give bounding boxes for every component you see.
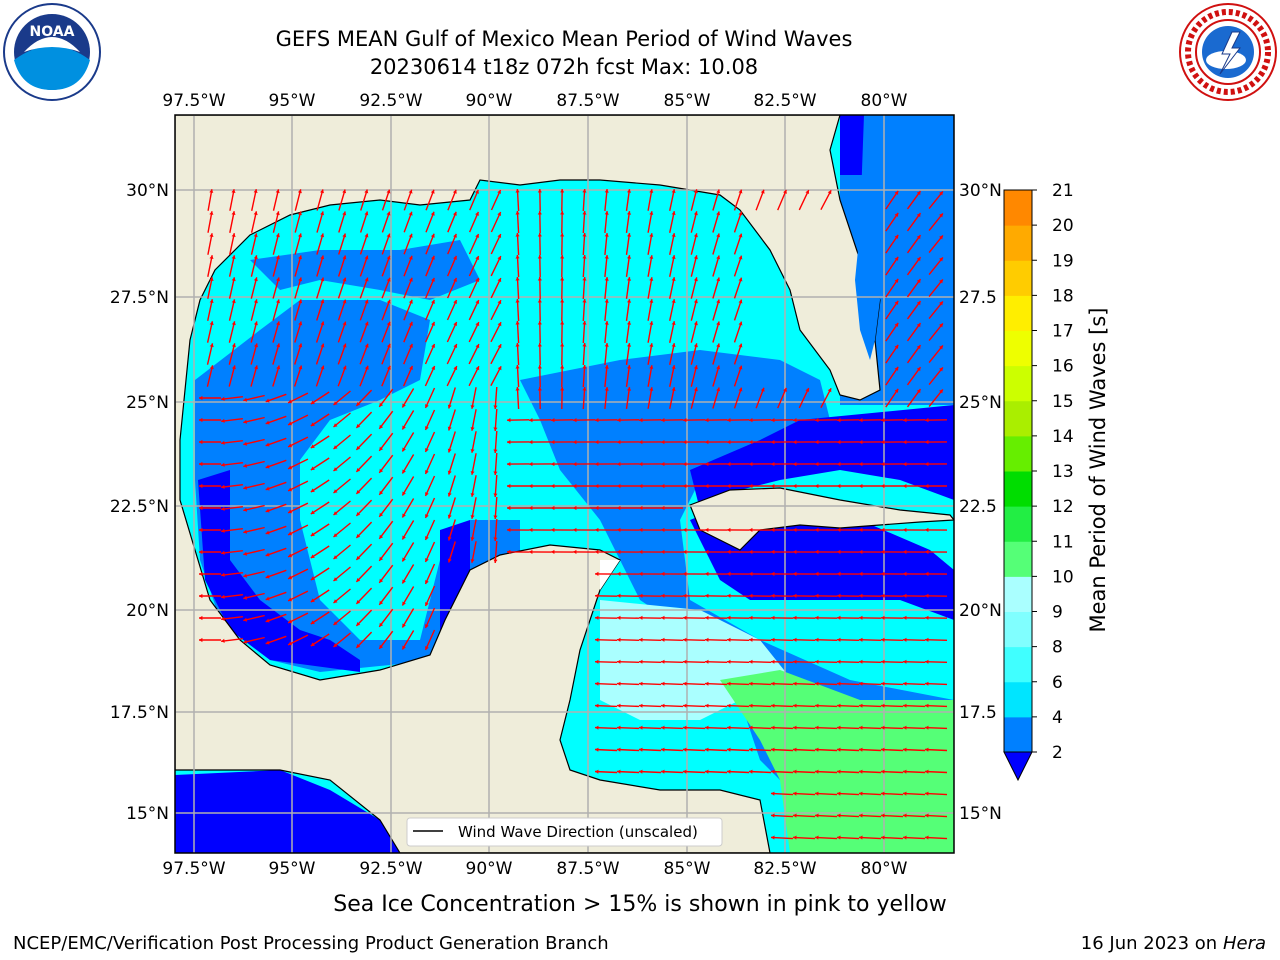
lon-label-bottom: 85°W xyxy=(664,859,711,879)
lon-label-top: 82.5°W xyxy=(753,91,816,111)
lat-label-right: 15°N xyxy=(959,804,1002,824)
colorbar-segment xyxy=(1004,295,1032,331)
lon-label-bottom: 87.5°W xyxy=(556,859,619,879)
colorbar-tick-label: 21 xyxy=(1052,181,1074,201)
lat-label-right: 25°N xyxy=(959,393,1002,413)
colorbar-tick-label: 6 xyxy=(1052,673,1063,693)
colorbar-tick-label: 4 xyxy=(1052,708,1063,728)
colorbar-tick-label: 18 xyxy=(1052,286,1074,306)
colorbar-tick-label: 10 xyxy=(1052,567,1074,587)
colorbar-segment xyxy=(1004,400,1032,437)
colorbar-segment xyxy=(1004,225,1032,261)
lon-label-top: 95°W xyxy=(269,91,316,111)
colorbar-tick-label: 20 xyxy=(1052,216,1074,236)
colorbar-segment xyxy=(1004,330,1032,367)
lon-label-top: 87.5°W xyxy=(556,91,619,111)
lon-label-top: 85°W xyxy=(664,91,711,111)
colorbar-tick-label: 8 xyxy=(1052,638,1063,658)
svg-text:NOAA: NOAA xyxy=(30,24,75,40)
lon-label-bottom: 97.5°W xyxy=(162,859,225,879)
footer-host: Hera xyxy=(1222,933,1266,954)
lon-label-top: 90°W xyxy=(466,91,513,111)
colorbar-segment xyxy=(1004,576,1032,612)
footer-org: NCEP/EMC/Verification Post Processing Pr… xyxy=(13,933,609,954)
colorbar-segment xyxy=(1004,646,1032,683)
lon-label-bottom: 80°W xyxy=(861,859,908,879)
chart-subtitle: 20230614 t18z 072h fcst Max: 10.08 xyxy=(369,55,759,79)
lon-label-top: 80°W xyxy=(861,91,908,111)
colorbar-segment xyxy=(1004,260,1032,296)
legend-box xyxy=(406,817,723,847)
lat-label-right: 30°N xyxy=(959,181,1002,201)
colorbar-extend xyxy=(1003,751,1033,782)
lat-label-left: 22.5°N xyxy=(110,497,169,517)
colorbar-segment xyxy=(1004,435,1032,472)
lat-label-left: 25°N xyxy=(126,393,169,413)
lat-label-right: 17.5 xyxy=(959,703,997,723)
colorbar-segment xyxy=(1004,365,1032,402)
colorbar-tick-label: 12 xyxy=(1052,497,1074,517)
lon-label-top: 92.5°W xyxy=(359,91,422,111)
lon-label-bottom: 92.5°W xyxy=(359,859,422,879)
colorbar-label: Mean Period of Wind Waves [s] xyxy=(1086,308,1110,633)
lat-label-left: 15°N xyxy=(126,804,169,824)
colorbar-segment xyxy=(1004,716,1032,753)
colorbar-segment xyxy=(1004,471,1032,507)
colorbar: 2 4 6 8 9 10 11 12 13 14 15 16 17 18 19 20 21 xyxy=(1003,181,1074,782)
colorbar-tick-label: 16 xyxy=(1052,357,1074,377)
colorbar-segment xyxy=(1004,190,1032,226)
colorbar-tick-label: 14 xyxy=(1052,427,1074,447)
lat-label-left: 20°N xyxy=(126,601,169,621)
footer-date-text: 16 Jun 2023 on xyxy=(1080,933,1218,954)
noaa-logo-icon: NOAA xyxy=(3,3,101,101)
colorbar-tick-label: 9 xyxy=(1052,603,1063,623)
colorbar-tick-label: 17 xyxy=(1052,322,1074,342)
lat-label-left: 27.5°N xyxy=(110,288,169,308)
lat-label-right: 27.5 xyxy=(959,288,997,308)
lon-label-bottom: 90°W xyxy=(466,859,513,879)
nws-logo-icon xyxy=(1179,3,1277,101)
lat-label-left: 30°N xyxy=(126,181,169,201)
chart-title: GEFS MEAN Gulf of Mexico Mean Period of … xyxy=(275,27,853,51)
lon-label-bottom: 95°W xyxy=(269,859,316,879)
sea-ice-note: Sea Ice Concentration > 15% is shown in … xyxy=(333,892,947,917)
lon-label-bottom: 82.5°W xyxy=(753,859,816,879)
colorbar-segment xyxy=(1004,506,1032,542)
cuba-land xyxy=(689,487,954,551)
colorbar-tick-label: 2 xyxy=(1052,743,1063,763)
colorbar-segment xyxy=(1004,681,1032,718)
colorbar-tick-label: 15 xyxy=(1052,392,1074,412)
footer-date: 16 Jun 2023 on Hera xyxy=(1081,933,1266,954)
colorbar-segment xyxy=(1004,611,1032,648)
colorbar-segment xyxy=(1004,541,1032,577)
map-frame xyxy=(174,114,955,854)
lat-label-right: 22.5 xyxy=(959,497,997,517)
colorbar-tick-label: 11 xyxy=(1052,532,1074,552)
legend-label: Wind Wave Direction (unscaled) xyxy=(458,823,698,841)
land-mass xyxy=(175,115,881,853)
lat-label-right: 20°N xyxy=(959,601,1002,621)
colorbar-tick-label: 19 xyxy=(1052,251,1074,271)
colorbar-tick-label: 13 xyxy=(1052,462,1074,482)
lon-label-top: 97.5°W xyxy=(162,91,225,111)
lat-label-left: 17.5°N xyxy=(110,703,169,723)
